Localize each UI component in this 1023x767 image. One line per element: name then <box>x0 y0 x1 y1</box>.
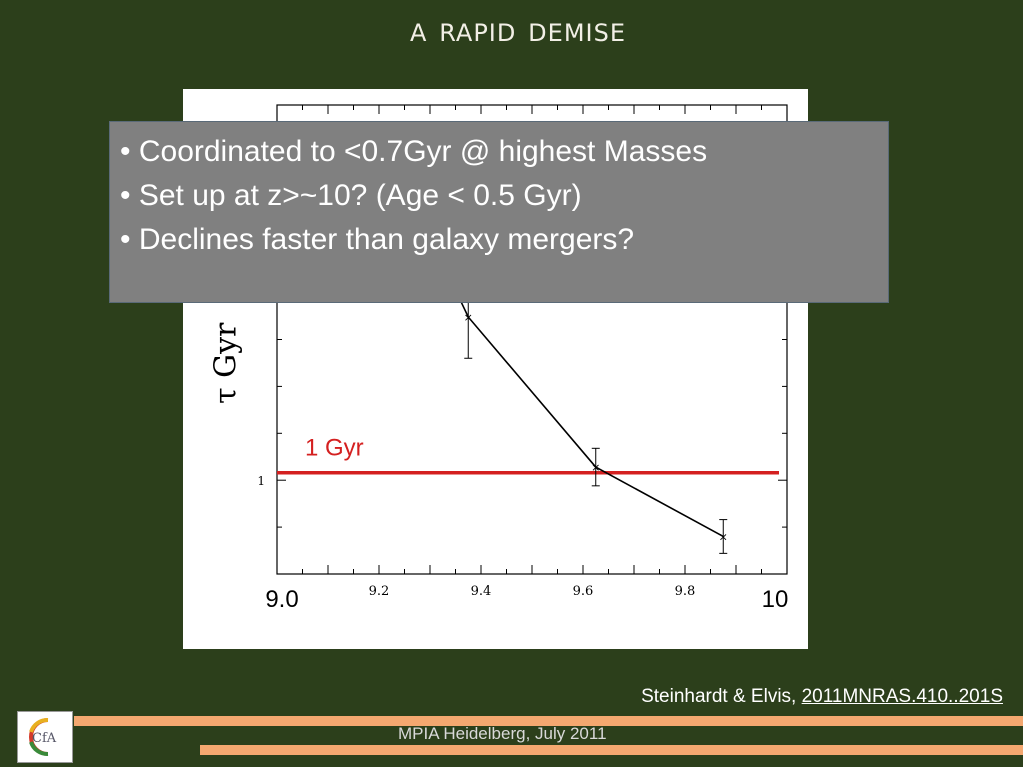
footer-text: MPIA Heidelberg, July 2011 <box>398 724 607 743</box>
bullet-1: • Coordinated to <0.7Gyr @ highest Masse… <box>120 135 708 168</box>
data-point: × <box>464 311 473 324</box>
logo-text: CfA <box>32 731 57 746</box>
bullet-box: • Coordinated to <0.7Gyr @ highest Masse… <box>109 121 889 303</box>
reference-line-label: 1 Gyr <box>305 435 364 462</box>
x-tick-label: 9.0 <box>265 586 298 613</box>
citation: Steinhardt & Elvis, 2011MNRAS.410..201S <box>641 686 1003 708</box>
data-point: × <box>719 530 728 543</box>
footer-stripe-bottom <box>200 745 1023 755</box>
x-tick-label: 9.4 <box>471 584 492 599</box>
y-axis-label: τ Gyr <box>208 322 244 404</box>
cfa-logo-icon: CfA <box>29 718 57 756</box>
x-tick-label: 9.8 <box>675 584 696 599</box>
citation-link[interactable]: 2011MNRAS.410..201S <box>801 686 1003 707</box>
bullet-3: • Declines faster than galaxy mergers? <box>120 223 635 256</box>
x-tick-label: 10 <box>762 586 789 613</box>
data-point: × <box>591 461 600 474</box>
slide-title: A Rapid Demise <box>409 10 626 50</box>
x-tick-label: 9.2 <box>369 584 390 599</box>
footer-stripe-top <box>74 716 1023 726</box>
y-tick-label: 1 <box>257 474 265 488</box>
tau-vs-mass-chart: 9.09.29.49.69.810121 Gyr××× <box>257 104 789 613</box>
cfa-logo: CfA <box>17 711 73 763</box>
bullet-2: • Set up at z>~10? (Age < 0.5 Gyr) <box>120 179 582 212</box>
citation-authors: Steinhardt & Elvis, <box>641 686 802 707</box>
x-tick-label: 9.6 <box>573 584 594 599</box>
